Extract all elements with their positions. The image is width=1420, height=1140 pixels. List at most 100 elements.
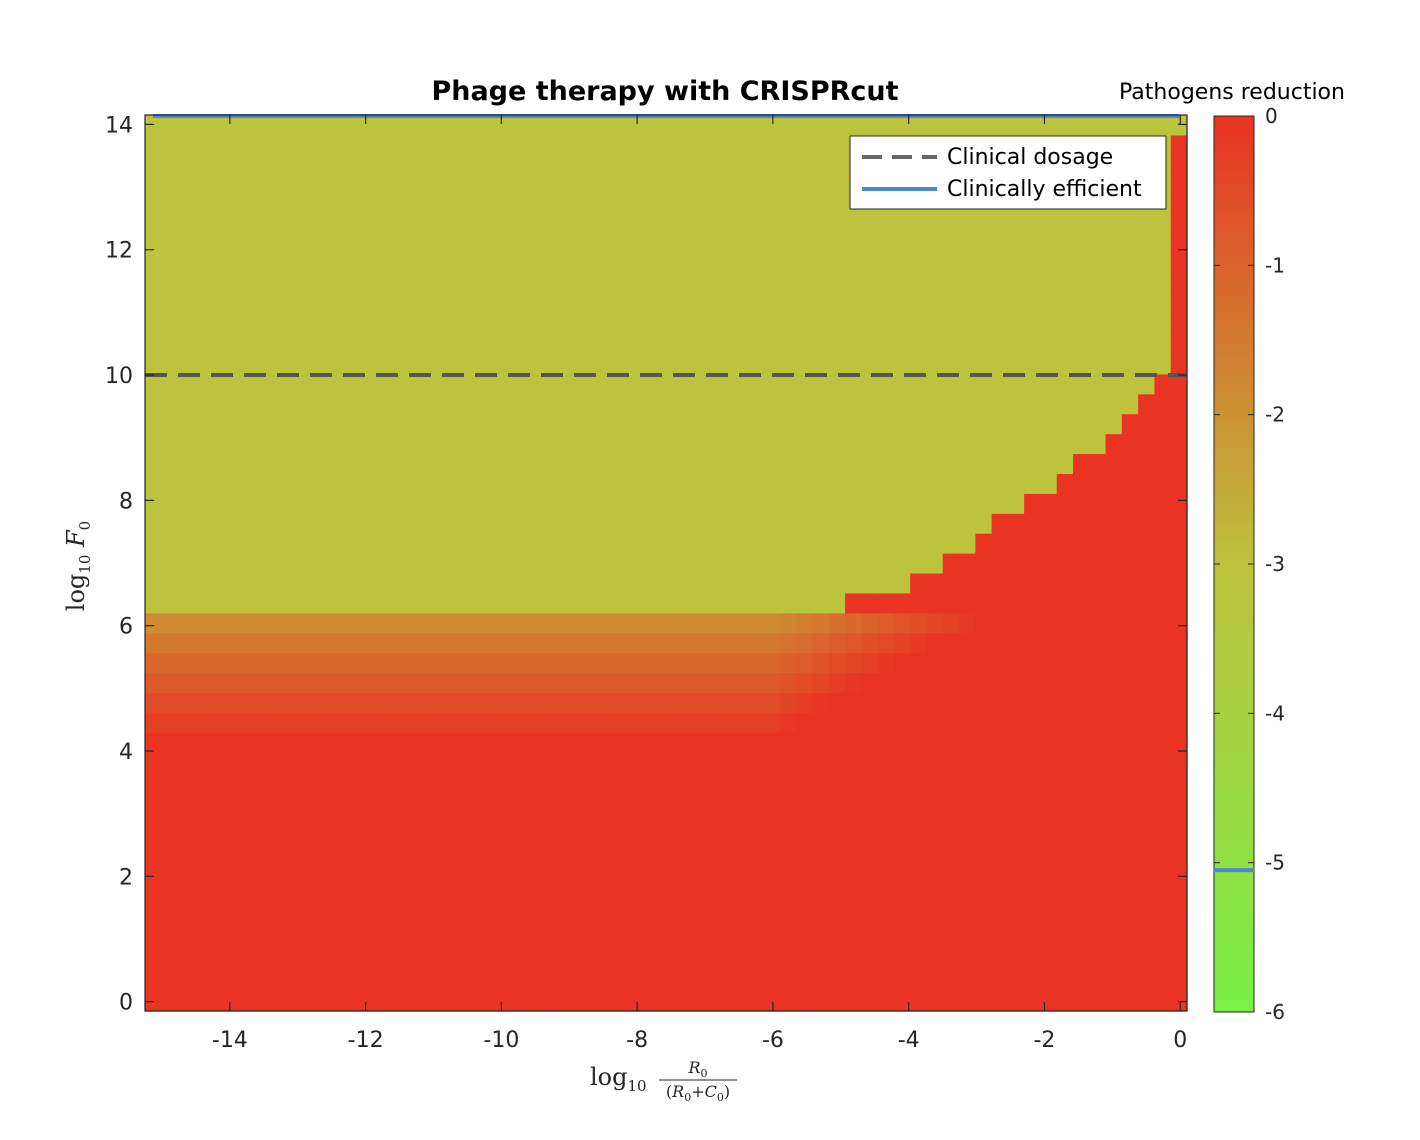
heatmap-cell bbox=[324, 612, 341, 634]
heatmap-cell bbox=[747, 433, 765, 455]
heatmap-cell bbox=[405, 811, 423, 833]
heatmap-cell bbox=[291, 134, 309, 156]
heatmap-cell bbox=[584, 811, 602, 833]
heatmap-cell bbox=[1007, 612, 1025, 634]
heatmap-cell bbox=[438, 393, 455, 415]
heatmap-cell bbox=[486, 572, 504, 594]
heatmap-cell bbox=[356, 652, 374, 674]
heatmap-cell bbox=[1073, 353, 1090, 375]
heatmap-cell bbox=[763, 612, 781, 634]
heatmap-cell bbox=[1105, 931, 1123, 952]
heatmap-cell bbox=[552, 174, 569, 196]
heatmap-cell bbox=[600, 752, 618, 773]
heatmap-cell bbox=[372, 214, 390, 236]
heatmap-cell bbox=[975, 373, 993, 395]
heatmap-cell bbox=[779, 533, 797, 554]
heatmap-cell bbox=[714, 254, 732, 275]
heatmap-cell bbox=[193, 154, 211, 176]
colorbar-tick-label: -5 bbox=[1265, 851, 1285, 875]
heatmap-cell bbox=[861, 831, 879, 853]
heatmap-cell bbox=[633, 791, 651, 813]
heatmap-cell bbox=[584, 473, 602, 494]
heatmap-cell bbox=[1089, 393, 1107, 415]
heatmap-cell bbox=[1040, 712, 1058, 733]
heatmap-cell bbox=[258, 851, 276, 873]
heatmap-cell bbox=[552, 831, 569, 853]
heatmap-cell bbox=[779, 294, 797, 315]
heatmap-cell bbox=[779, 433, 797, 455]
heatmap-cell bbox=[226, 553, 244, 574]
heatmap-cell bbox=[226, 353, 244, 375]
heatmap-cell bbox=[942, 931, 960, 952]
heatmap-cell bbox=[1007, 453, 1025, 474]
heatmap-cell bbox=[324, 572, 341, 594]
heatmap-cell bbox=[519, 911, 537, 932]
heatmap-cell bbox=[893, 115, 911, 136]
heatmap-cell bbox=[1024, 831, 1042, 853]
heatmap-cell bbox=[666, 274, 683, 295]
heatmap-cell bbox=[828, 353, 846, 375]
heatmap-cell bbox=[193, 811, 211, 833]
heatmap-cell bbox=[779, 314, 797, 335]
heatmap-cell bbox=[275, 971, 293, 992]
heatmap-cell bbox=[161, 592, 179, 614]
heatmap-cell bbox=[942, 612, 960, 634]
heatmap-cell bbox=[503, 533, 521, 554]
heatmap-cell bbox=[519, 931, 537, 952]
heatmap-cell bbox=[535, 632, 553, 654]
heatmap-cell bbox=[812, 174, 830, 196]
heatmap-cell bbox=[926, 413, 944, 435]
heatmap-cell bbox=[226, 453, 244, 474]
heatmap-cell bbox=[584, 373, 602, 395]
heatmap-cell bbox=[1056, 911, 1074, 932]
heatmap-cell bbox=[1138, 971, 1156, 992]
heatmap-cell bbox=[552, 493, 569, 514]
heatmap-cell bbox=[389, 254, 407, 275]
heatmap-cell bbox=[307, 194, 325, 216]
heatmap-cell bbox=[421, 373, 439, 395]
heatmap-cell bbox=[470, 791, 488, 813]
heatmap-cell bbox=[177, 891, 195, 913]
heatmap-cell bbox=[942, 413, 960, 435]
heatmap-cell bbox=[910, 831, 928, 853]
heatmap-cell bbox=[242, 274, 260, 295]
heatmap-cell bbox=[519, 373, 537, 395]
heatmap-cell bbox=[584, 752, 602, 773]
heatmap-cell bbox=[210, 214, 227, 236]
heatmap-cell bbox=[161, 334, 179, 355]
heatmap-cell bbox=[161, 951, 179, 972]
heatmap-cell bbox=[633, 712, 651, 733]
heatmap-cell bbox=[698, 752, 716, 773]
heatmap-cell bbox=[682, 453, 700, 474]
heatmap-cell bbox=[486, 134, 504, 156]
heatmap-cell bbox=[600, 612, 618, 634]
heatmap-cell bbox=[1007, 373, 1025, 395]
heatmap-cell bbox=[649, 871, 667, 893]
heatmap-cell bbox=[1121, 553, 1139, 574]
heatmap-cell bbox=[633, 652, 651, 674]
heatmap-cell bbox=[698, 373, 716, 395]
heatmap-cell bbox=[714, 851, 732, 873]
heatmap-cell bbox=[633, 891, 651, 913]
heatmap-cell bbox=[877, 732, 895, 753]
heatmap-cell bbox=[486, 831, 504, 853]
heatmap-cell bbox=[584, 831, 602, 853]
heatmap-cell bbox=[1089, 453, 1107, 474]
heatmap-cell bbox=[210, 791, 227, 813]
heatmap-cell bbox=[617, 851, 635, 873]
heatmap-cell bbox=[356, 871, 374, 893]
heatmap-cell bbox=[226, 752, 244, 773]
heatmap-cell bbox=[731, 851, 749, 873]
heatmap-cell bbox=[731, 652, 749, 674]
heatmap-cell bbox=[161, 971, 179, 992]
heatmap-cell bbox=[340, 254, 358, 275]
heatmap-cell bbox=[747, 274, 765, 295]
heatmap-cell bbox=[519, 971, 537, 992]
heatmap-cell bbox=[845, 413, 862, 435]
heatmap-cell bbox=[145, 393, 162, 415]
heatmap-cell bbox=[470, 513, 488, 534]
heatmap-cell bbox=[568, 334, 586, 355]
heatmap-cell bbox=[389, 134, 407, 156]
heatmap-cell bbox=[193, 851, 211, 873]
heatmap-cell bbox=[1040, 115, 1058, 136]
